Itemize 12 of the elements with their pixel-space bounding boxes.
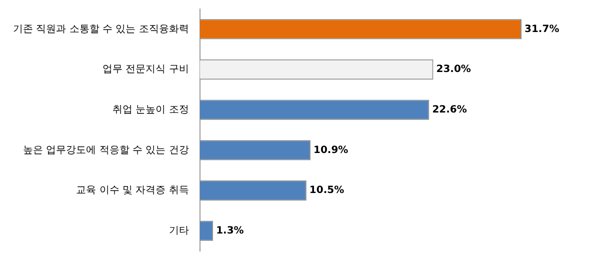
y-tick-label: 업무 전문지식 구비	[102, 64, 189, 76]
data-label: 31.7%	[524, 24, 560, 35]
data-label: 1.3%	[216, 225, 244, 236]
data-label: 10.5%	[309, 185, 344, 196]
y-tick-label: 취업 눈높이 조정	[112, 104, 189, 116]
data-label: 10.9%	[313, 144, 348, 156]
y-tick-label: 기타	[168, 225, 189, 236]
y-tick-label: 높은 업무강도에 적응할 수 있는 건강	[22, 144, 189, 156]
y-tick-label: 기존 직원과 소통할 수 있는 조직융화력	[12, 24, 189, 35]
data-label: 23.0%	[436, 64, 471, 76]
y-tick-label: 교육 이수 및 자격증 취득	[76, 185, 189, 196]
data-label: 22.6%	[432, 104, 467, 116]
